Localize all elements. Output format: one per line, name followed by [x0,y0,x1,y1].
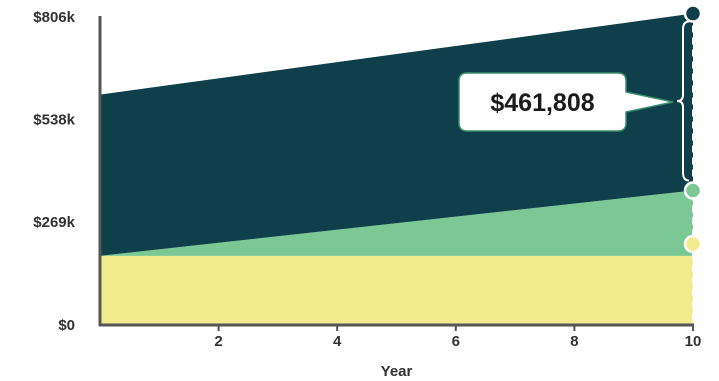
y-tick-label: $806k [33,9,75,26]
endpoint-marker-1 [683,181,703,200]
value-callout: $461,808 [458,72,674,132]
endpoint-guides [676,13,694,325]
x-axis-label: Year [381,363,413,380]
endpoint-marker-2 [683,4,703,23]
endpoint-marker-0 [683,234,703,254]
area-series-0 [100,255,693,325]
y-tick-label: $538k [33,111,75,128]
callout-box [458,72,674,132]
x-tick-label: 10 [685,333,702,350]
endpoint-markers [683,4,703,254]
x-tick-label: 6 [452,333,460,350]
callout-value: $461,808 [490,89,594,117]
x-tick-label: 2 [214,333,222,350]
x-tick-label: 8 [570,333,578,350]
y-tick-label: $0 [58,317,75,334]
x-tick-label: 4 [333,333,342,350]
callout-bracket [676,20,690,182]
y-tick-label: $269k [33,214,75,231]
y-tick-labels: $0 $269k $538k $806k [33,9,75,334]
area-layer [100,13,693,325]
x-tick-labels: 2 4 6 8 10 [214,325,701,350]
